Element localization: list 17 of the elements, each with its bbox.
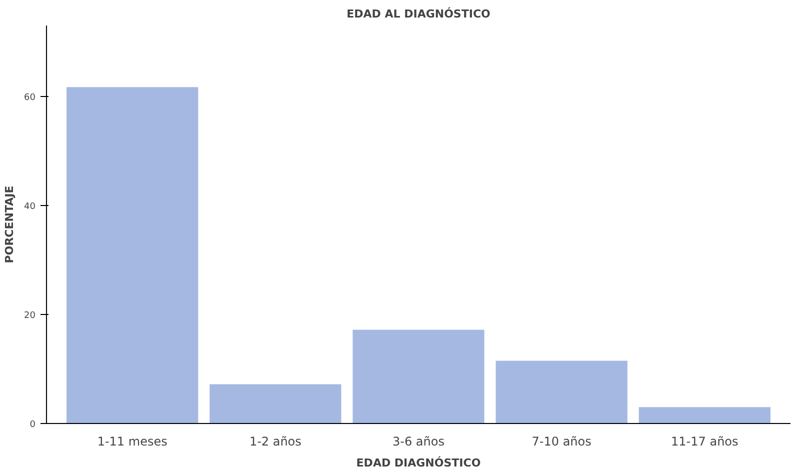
- x-tick-label: 1-11 meses: [97, 434, 168, 448]
- bar: [496, 360, 628, 424]
- y-tick-label: 0: [30, 420, 36, 430]
- y-axis-title: PORCENTAJE: [3, 186, 16, 264]
- x-tick-label: 3-6 años: [392, 434, 444, 448]
- bar: [638, 407, 770, 424]
- y-tick-label: 60: [24, 92, 36, 103]
- bar: [66, 87, 198, 424]
- x-tick-label: 1-2 años: [249, 434, 302, 448]
- y-tick-label: 20: [24, 310, 36, 321]
- x-axis-title: EDAD DIAGNÓSTICO: [356, 456, 481, 470]
- x-tick-label: 11-17 años: [671, 434, 738, 448]
- x-tick-label: 7-10 años: [532, 434, 592, 448]
- bar: [352, 330, 484, 424]
- bar: [210, 384, 342, 424]
- y-tick-label: 40: [24, 202, 36, 212]
- chart-title: EDAD AL DIAGNÓSTICO: [346, 6, 490, 20]
